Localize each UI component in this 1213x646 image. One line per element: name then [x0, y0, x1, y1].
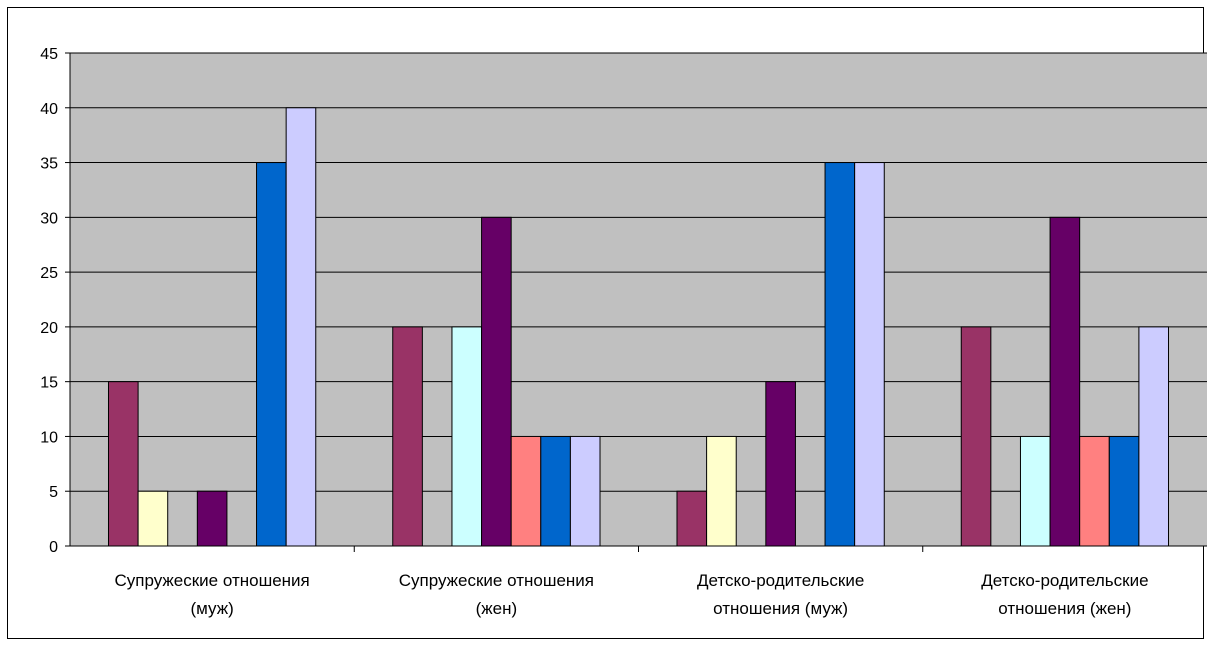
y-tick-label: 35	[40, 156, 58, 173]
y-tick-label: 0	[49, 539, 58, 556]
y-tick-label: 5	[49, 484, 58, 501]
bar	[824, 162, 856, 547]
bar	[569, 435, 601, 547]
bar	[540, 435, 571, 547]
bars	[107, 107, 1170, 547]
bar	[196, 490, 228, 547]
bar	[676, 490, 708, 547]
bar	[1019, 435, 1051, 547]
x-category-label: Супружеские отношения (муж)	[114, 571, 309, 618]
bar	[392, 326, 423, 547]
y-tick-label: 45	[40, 46, 58, 63]
y-tick-label: 30	[40, 210, 58, 227]
bar	[285, 107, 317, 547]
axes	[65, 52, 1207, 552]
bar	[107, 381, 139, 547]
y-tick-labels: 0 5 10 15 20 25 30 35 40 45	[40, 46, 58, 556]
bar	[1138, 326, 1170, 547]
y-tick-label: 10	[40, 429, 58, 446]
bar	[1108, 435, 1140, 547]
y-tick-label: 20	[40, 320, 58, 337]
y-tick-label: 40	[40, 101, 58, 118]
bar	[960, 326, 992, 547]
x-category-label: Детско-родительские отношения (муж)	[697, 571, 864, 618]
x-category-labels: Супружеские отношения (муж) Супружеские от…	[114, 571, 1148, 618]
bar	[706, 435, 737, 547]
x-category-label: Супружеские отношения (жен)	[399, 571, 594, 618]
y-tick-label: 25	[40, 265, 58, 282]
bar	[137, 490, 169, 547]
x-category-label: Детско-родительские отношения (жен)	[981, 571, 1148, 618]
bar	[451, 326, 483, 547]
y-tick-label: 15	[40, 375, 58, 392]
bar	[765, 381, 796, 547]
bar	[510, 435, 542, 547]
bar	[481, 216, 512, 547]
bar	[854, 162, 885, 547]
bar	[256, 162, 287, 547]
bar	[1049, 216, 1081, 547]
bar	[1079, 435, 1110, 547]
